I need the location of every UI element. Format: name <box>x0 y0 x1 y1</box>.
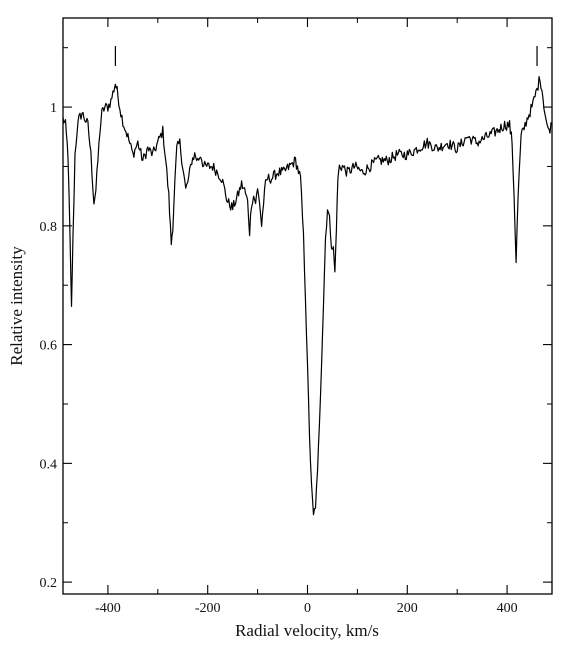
y-tick-label: 1 <box>50 101 57 116</box>
spectrum-line <box>62 76 553 516</box>
x-tick-label: -400 <box>95 601 121 616</box>
tick-labels: -400 -200 0 200 400 0.2 0.4 0.6 0.8 1 <box>40 101 518 616</box>
x-tick-label: -200 <box>195 601 221 616</box>
y-tick-label: 0.2 <box>40 576 58 591</box>
x-axis-title: Radial velocity, km/s <box>235 621 379 640</box>
axis-ticks <box>63 18 552 594</box>
x-tick-label: 400 <box>497 601 518 616</box>
x-tick-label: 200 <box>397 601 418 616</box>
x-tick-label: 0 <box>304 601 311 616</box>
line-markers <box>114 46 538 66</box>
y-tick-label: 0.4 <box>40 457 58 472</box>
plot-frame <box>62 17 553 595</box>
y-tick-label: 0.8 <box>40 220 58 235</box>
y-axis-title: Relative intensity <box>7 246 26 366</box>
y-tick-label: 0.6 <box>40 339 58 354</box>
